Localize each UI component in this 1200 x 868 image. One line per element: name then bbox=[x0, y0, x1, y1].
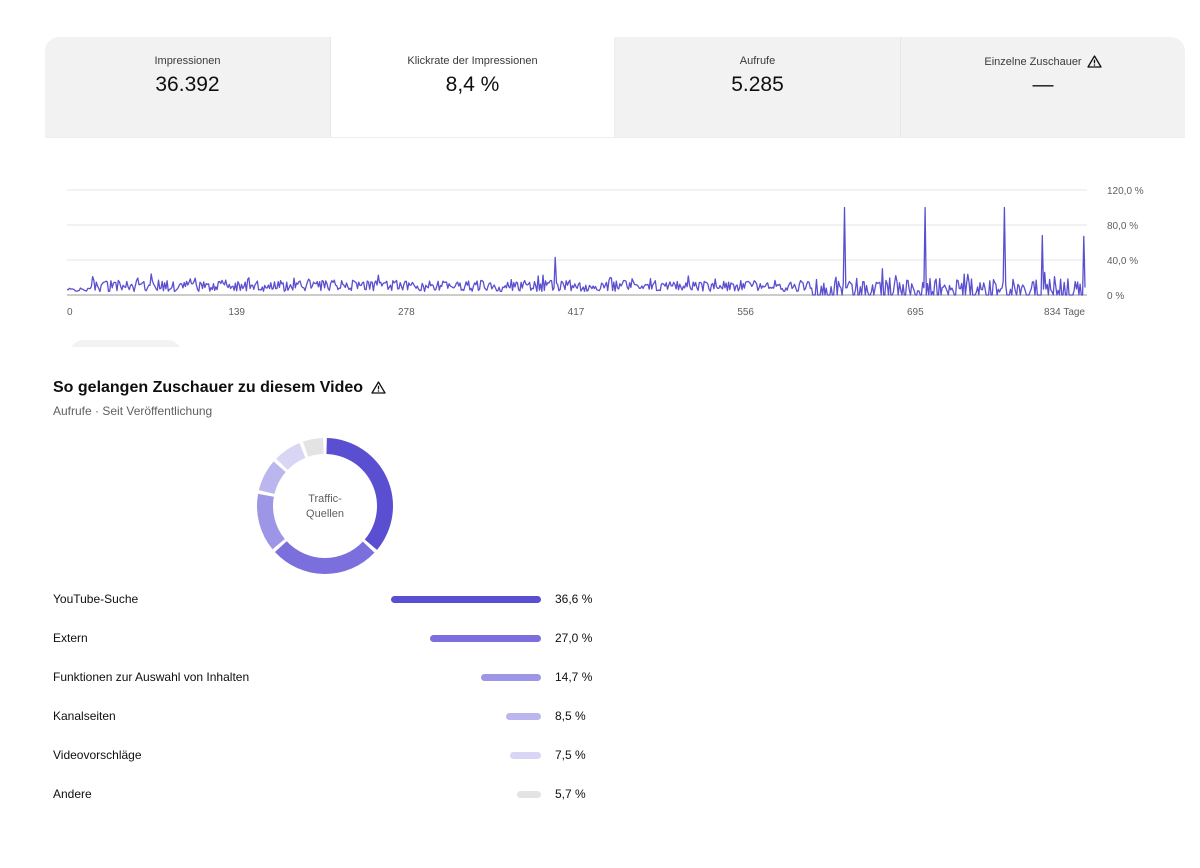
traffic-source-label: Videovorschläge bbox=[53, 748, 142, 762]
x-tick-label: 695 bbox=[907, 307, 924, 318]
traffic-source-bar bbox=[510, 752, 541, 759]
tab-impressions-value: 36.392 bbox=[155, 73, 220, 96]
x-tick-label: 278 bbox=[398, 307, 415, 318]
traffic-source-row[interactable]: Andere 5,7 % bbox=[53, 781, 613, 807]
x-tick-label: 0 bbox=[67, 307, 73, 318]
tab-unique-viewers-label: Einzelne Zuschauer bbox=[984, 56, 1082, 68]
x-tick-label: 139 bbox=[228, 307, 245, 318]
traffic-source-row[interactable]: Funktionen zur Auswahl von Inhalten 14,7 … bbox=[53, 664, 613, 690]
traffic-source-value: 27,0 % bbox=[555, 631, 593, 645]
x-tick-label: 834 Tage bbox=[1044, 307, 1085, 318]
tab-ctr[interactable]: Klickrate der Impressionen 8,4 % bbox=[331, 37, 615, 137]
traffic-source-label: Andere bbox=[53, 787, 92, 801]
traffic-source-label: Kanalseiten bbox=[53, 709, 116, 723]
traffic-source-row[interactable]: Kanalseiten 8,5 % bbox=[53, 703, 613, 729]
tab-views-label: Aufrufe bbox=[739, 55, 776, 67]
more-button[interactable] bbox=[69, 340, 182, 347]
tab-ctr-value: 8,4 % bbox=[445, 73, 500, 96]
traffic-source-value: 7,5 % bbox=[555, 748, 586, 762]
traffic-source-value: 5,7 % bbox=[555, 787, 586, 801]
traffic-source-label: Extern bbox=[53, 631, 88, 645]
ctr-series-line bbox=[66, 206, 1086, 296]
traffic-source-value: 8,5 % bbox=[555, 709, 586, 723]
donut-slice[interactable] bbox=[302, 438, 324, 457]
warning-triangle-icon[interactable] bbox=[371, 381, 386, 399]
donut-slice[interactable] bbox=[258, 461, 286, 494]
warning-triangle-icon[interactable] bbox=[1086, 55, 1102, 71]
ctr-line-chart: 0 % 40,0 % 80,0 % 120,0 % 0 139 278 417 556 695 83… bbox=[66, 186, 1144, 318]
tab-impressions[interactable]: Impressionen 36.392 bbox=[45, 37, 331, 137]
traffic-source-value: 14,7 % bbox=[555, 670, 593, 684]
traffic-source-label: YouTube-Suche bbox=[53, 592, 139, 606]
y-tick-label: 40,0 % bbox=[1107, 256, 1138, 267]
traffic-section-title: So gelangen Zuschauer zu diesem Video bbox=[53, 379, 364, 396]
tab-views-value: 5.285 bbox=[731, 73, 784, 96]
donut-slice[interactable] bbox=[257, 493, 285, 550]
donut-slice[interactable] bbox=[274, 541, 375, 574]
tab-ctr-label: Klickrate der Impressionen bbox=[407, 55, 538, 67]
donut-slice[interactable] bbox=[326, 438, 393, 550]
traffic-source-row[interactable]: Videovorschläge 7,5 % bbox=[53, 742, 613, 768]
traffic-source-bar bbox=[480, 674, 541, 681]
ctr-chart-area: 0 % 40,0 % 80,0 % 120,0 % 0 139 278 417 556 695 83… bbox=[45, 137, 1185, 347]
traffic-source-value: 36,6 % bbox=[555, 592, 593, 606]
traffic-source-label: Funktionen zur Auswahl von Inhalten bbox=[53, 670, 250, 684]
y-tick-label: 120,0 % bbox=[1107, 186, 1144, 197]
traffic-donut-chart bbox=[257, 438, 393, 574]
traffic-source-bar bbox=[517, 791, 541, 798]
traffic-source-bar bbox=[430, 635, 541, 642]
donut-slice[interactable] bbox=[276, 442, 306, 470]
x-tick-label: 556 bbox=[737, 307, 754, 318]
donut-center-label-2: Quellen bbox=[306, 508, 344, 520]
metric-tabs: Impressionen 36.392 Klickrate der Impres… bbox=[45, 37, 1185, 137]
tab-impressions-label: Impressionen bbox=[154, 55, 221, 67]
tab-unique-viewers[interactable]: Einzelne Zuschauer — bbox=[901, 37, 1185, 137]
tab-unique-viewers-value: — bbox=[1032, 73, 1054, 96]
traffic-section-subtitle: Aufrufe · Seit Veröffentlichung bbox=[53, 404, 213, 418]
y-tick-label: 0 % bbox=[1107, 291, 1124, 302]
tab-views[interactable]: Aufrufe 5.285 bbox=[615, 37, 901, 137]
metrics-card: Impressionen 36.392 Klickrate der Impres… bbox=[45, 37, 1185, 347]
traffic-source-bar bbox=[391, 596, 541, 603]
donut-center-label-1: Traffic- bbox=[308, 493, 342, 505]
x-tick-label: 417 bbox=[568, 307, 585, 318]
y-tick-label: 80,0 % bbox=[1107, 221, 1138, 232]
traffic-source-bar bbox=[506, 713, 541, 720]
traffic-source-row[interactable]: Extern 27,0 % bbox=[53, 625, 613, 651]
traffic-source-row[interactable]: YouTube-Suche 36,6 % bbox=[53, 586, 613, 612]
